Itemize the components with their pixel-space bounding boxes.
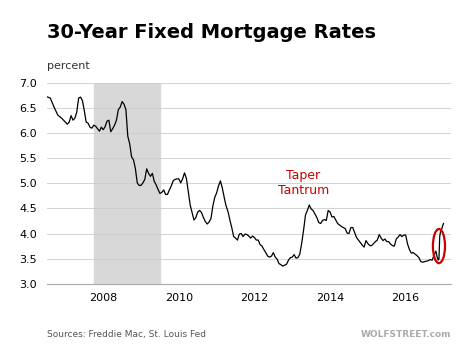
Text: WOLFSTREET.com: WOLFSTREET.com — [360, 330, 451, 339]
Text: percent: percent — [46, 61, 89, 71]
Text: Sources: Freddie Mac, St. Louis Fed: Sources: Freddie Mac, St. Louis Fed — [46, 330, 206, 339]
Bar — [94, 83, 160, 284]
Text: Taper
Tantrum: Taper Tantrum — [278, 170, 329, 197]
Text: 30-Year Fixed Mortgage Rates: 30-Year Fixed Mortgage Rates — [46, 22, 376, 42]
